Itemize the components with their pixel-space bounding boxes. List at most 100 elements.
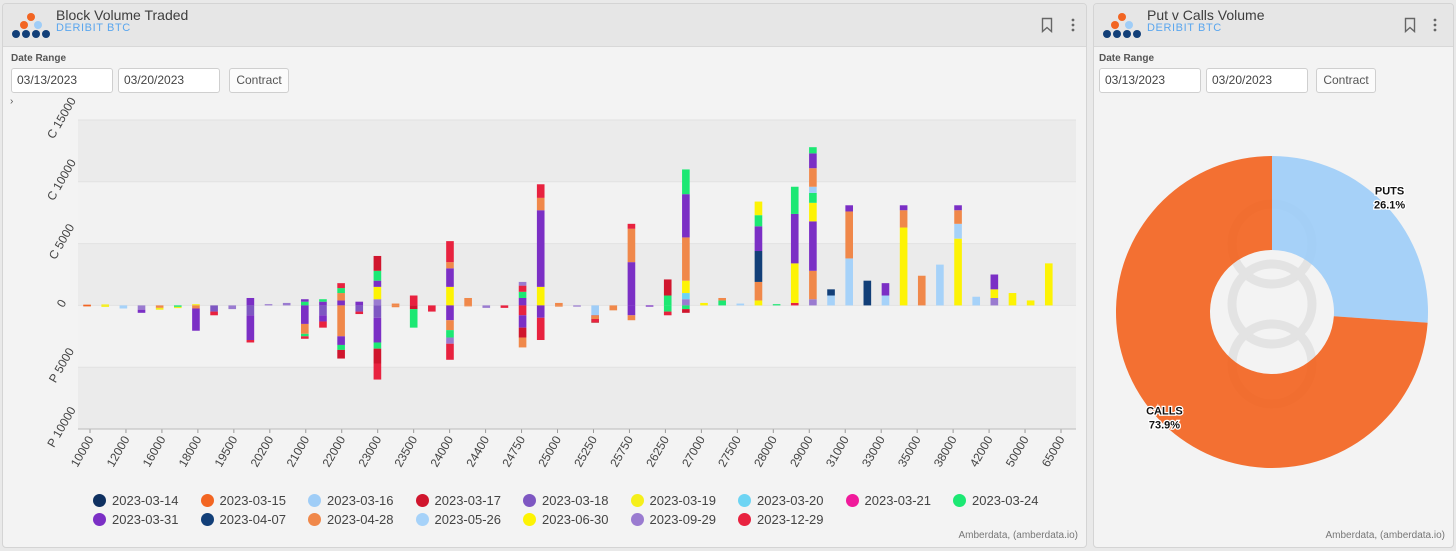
bar-segment[interactable] [663, 311, 672, 316]
bar-segment[interactable] [754, 201, 763, 216]
bar-segment[interactable] [373, 255, 382, 271]
expand-chevron-icon[interactable]: › [10, 96, 14, 107]
start-date-input[interactable]: 03/13/2023 [1099, 68, 1201, 93]
bar-segment[interactable] [790, 302, 799, 306]
bar-segment[interactable] [446, 320, 454, 331]
bar-segment[interactable] [555, 305, 563, 307]
bar-segment[interactable] [881, 295, 890, 306]
bar-segment[interactable] [446, 305, 454, 321]
bar-segment[interactable] [101, 304, 110, 306]
bar-segment[interactable] [373, 348, 382, 364]
bar-segment[interactable] [917, 275, 926, 306]
bar-segment[interactable] [391, 305, 400, 308]
bar-segment[interactable] [809, 147, 817, 154]
bar-segment[interactable] [301, 305, 309, 324]
bar-segment[interactable] [809, 221, 817, 271]
bar-segment[interactable] [845, 205, 853, 212]
bar-segment[interactable] [301, 336, 309, 339]
bar-segment[interactable] [682, 309, 690, 313]
bar-segment[interactable] [954, 205, 962, 211]
bar-segment[interactable] [845, 258, 853, 306]
bar-segment[interactable] [337, 283, 345, 289]
bar-segment[interactable] [790, 263, 799, 303]
bar-segment[interactable] [264, 304, 273, 306]
bar-segment[interactable] [246, 297, 255, 306]
bar-segment[interactable] [518, 315, 527, 328]
bar-segment[interactable] [790, 213, 799, 264]
bar-segment[interactable] [192, 308, 200, 331]
bar-segment[interactable] [446, 286, 454, 306]
bar-segment[interactable] [536, 286, 545, 306]
bar-segment[interactable] [645, 305, 654, 307]
bar-segment[interactable] [1044, 263, 1053, 306]
legend-item[interactable]: 2023-03-31 [93, 512, 179, 527]
bar-segment[interactable] [609, 305, 618, 311]
bar-segment[interactable] [373, 305, 382, 318]
bar-segment[interactable] [718, 300, 726, 306]
bar-segment[interactable] [809, 270, 817, 300]
legend-item[interactable]: 2023-04-28 [308, 512, 394, 527]
bar-segment[interactable] [627, 223, 636, 229]
bar-segment[interactable] [1026, 300, 1035, 306]
bar-segment[interactable] [409, 309, 418, 328]
legend-item[interactable]: 2023-03-24 [953, 493, 1039, 508]
bar-segment[interactable] [464, 297, 472, 306]
bar-segment[interactable] [464, 305, 472, 307]
bar-segment[interactable] [682, 169, 690, 195]
bar-segment[interactable] [591, 315, 599, 319]
bar-segment[interactable] [337, 336, 345, 345]
bar-segment[interactable] [446, 337, 454, 344]
pie-slice-puts[interactable] [1272, 156, 1428, 323]
bar-segment[interactable] [373, 342, 382, 349]
bar-segment[interactable] [518, 305, 527, 316]
pie-slice-calls[interactable] [1116, 156, 1428, 468]
kebab-menu-icon[interactable] [1070, 17, 1076, 33]
bar-segment[interactable] [573, 305, 581, 307]
bar-segment[interactable] [337, 349, 345, 359]
bar-segment[interactable] [663, 295, 672, 306]
bar-segment[interactable] [337, 305, 345, 337]
legend-item[interactable]: 2023-12-29 [738, 512, 824, 527]
bar-segment[interactable] [682, 293, 690, 300]
bar-segment[interactable] [373, 299, 382, 306]
bar-segment[interactable] [990, 289, 999, 298]
bar-segment[interactable] [536, 197, 545, 211]
bar-segment[interactable] [301, 299, 309, 302]
bar-segment[interactable] [373, 286, 382, 300]
contract-button[interactable]: Contract [229, 68, 289, 93]
bar-segment[interactable] [954, 238, 962, 306]
bar-segment[interactable] [518, 297, 527, 306]
bar-segment[interactable] [627, 228, 636, 263]
bar-segment[interactable] [627, 315, 636, 321]
bar-segment[interactable] [192, 305, 200, 309]
bar-segment[interactable] [809, 168, 817, 187]
bar-segment[interactable] [899, 210, 908, 228]
bar-segment[interactable] [663, 305, 672, 312]
bar-segment[interactable] [101, 305, 110, 307]
bar-segment[interactable] [319, 301, 327, 306]
bar-segment[interactable] [899, 227, 908, 306]
bar-segment[interactable] [972, 296, 981, 306]
bar-segment[interactable] [990, 274, 999, 290]
bar-segment[interactable] [591, 318, 599, 323]
bar-segment[interactable] [518, 285, 527, 292]
bar-segment[interactable] [337, 288, 345, 294]
bar-segment[interactable] [137, 305, 146, 310]
bar-segment[interactable] [301, 333, 309, 337]
bar-segment[interactable] [954, 210, 962, 224]
bar-segment[interactable] [173, 305, 182, 307]
bar-segment[interactable] [319, 321, 327, 328]
bar-segment[interactable] [1008, 293, 1017, 306]
bar-segment[interactable] [827, 295, 835, 306]
bar-segment[interactable] [337, 300, 345, 306]
bar-segment[interactable] [682, 194, 690, 238]
bar-segment[interactable] [446, 262, 454, 269]
bar-segment[interactable] [373, 270, 382, 281]
bar-segment[interactable] [881, 283, 890, 296]
bar-segment[interactable] [373, 280, 382, 287]
legend-item[interactable]: 2023-03-18 [523, 493, 609, 508]
bar-segment[interactable] [228, 305, 237, 310]
bar-segment[interactable] [355, 305, 364, 312]
bar-segment[interactable] [355, 301, 364, 306]
bookmark-icon[interactable] [1404, 17, 1416, 33]
